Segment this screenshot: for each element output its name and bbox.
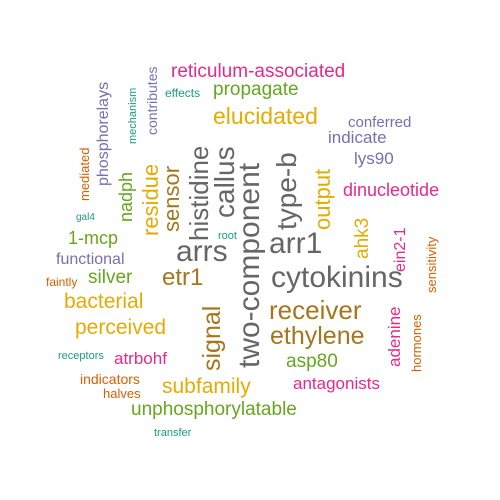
word-bacterial: bacterial [64, 290, 144, 313]
word-ahk3: ahk3 [352, 217, 373, 259]
word-transfer: transfer [154, 427, 192, 439]
word-antagonists: antagonists [293, 374, 380, 393]
word-sensor: sensor [159, 165, 184, 232]
word-histidine: histidine [184, 145, 214, 241]
word-phosphorelays: phosphorelays [95, 81, 112, 186]
word-elucidated: elucidated [213, 103, 318, 129]
word-faintly: faintly [46, 275, 78, 289]
word-adenine: adenine [385, 306, 404, 367]
word-lys90: lys90 [354, 149, 394, 168]
word-sensitivity: sensitivity [424, 236, 439, 293]
word-effects: effects [165, 86, 201, 100]
word-contributes: contributes [144, 66, 160, 135]
word-perceived: perceived [75, 316, 167, 339]
word-hormones: hormones [409, 314, 424, 372]
word-gal4: gal4 [76, 212, 95, 223]
word-output: output [310, 168, 335, 230]
word-functional: functional [56, 251, 125, 268]
word-etr1: etr1 [162, 264, 204, 291]
word-reticulum-associated: reticulum-associated [171, 61, 346, 82]
word-ethylene: ethylene [270, 322, 365, 350]
word-callus: callus [209, 146, 240, 218]
word-receptors: receptors [58, 350, 104, 362]
word-signal: signal [198, 305, 226, 371]
word-indicators: indicators [80, 371, 140, 387]
word-mechanism: mechanism [127, 87, 139, 144]
word-arrs: arrs [176, 235, 228, 268]
word-asp80: asp80 [286, 351, 338, 372]
word-indicate: indicate [328, 128, 387, 147]
word-1-mcp: 1-mcp [68, 228, 119, 248]
word-dinucleotide: dinucleotide [343, 180, 440, 200]
word-type-b: type-b [271, 152, 302, 230]
word-halves: halves [103, 386, 141, 401]
word-root: root [218, 230, 237, 242]
word-receiver: receiver [269, 295, 362, 325]
word-ein2-1: ein2-1 [392, 227, 409, 272]
word-nadph: nadph [116, 171, 136, 222]
word-atrbohf: atrbohf [114, 349, 167, 368]
word-mediated: mediated [77, 147, 92, 201]
word-propagate: propagate [213, 79, 299, 100]
word-subfamily: subfamily [162, 375, 251, 398]
word-cytokinins: cytokinins [271, 261, 403, 294]
word-conferred: conferred [348, 114, 412, 131]
word-residue: residue [138, 163, 163, 236]
word-silver: silver [88, 267, 133, 288]
word-arr1: arr1 [269, 227, 323, 260]
word-unphosphorylatable: unphosphorylatable [131, 399, 297, 420]
